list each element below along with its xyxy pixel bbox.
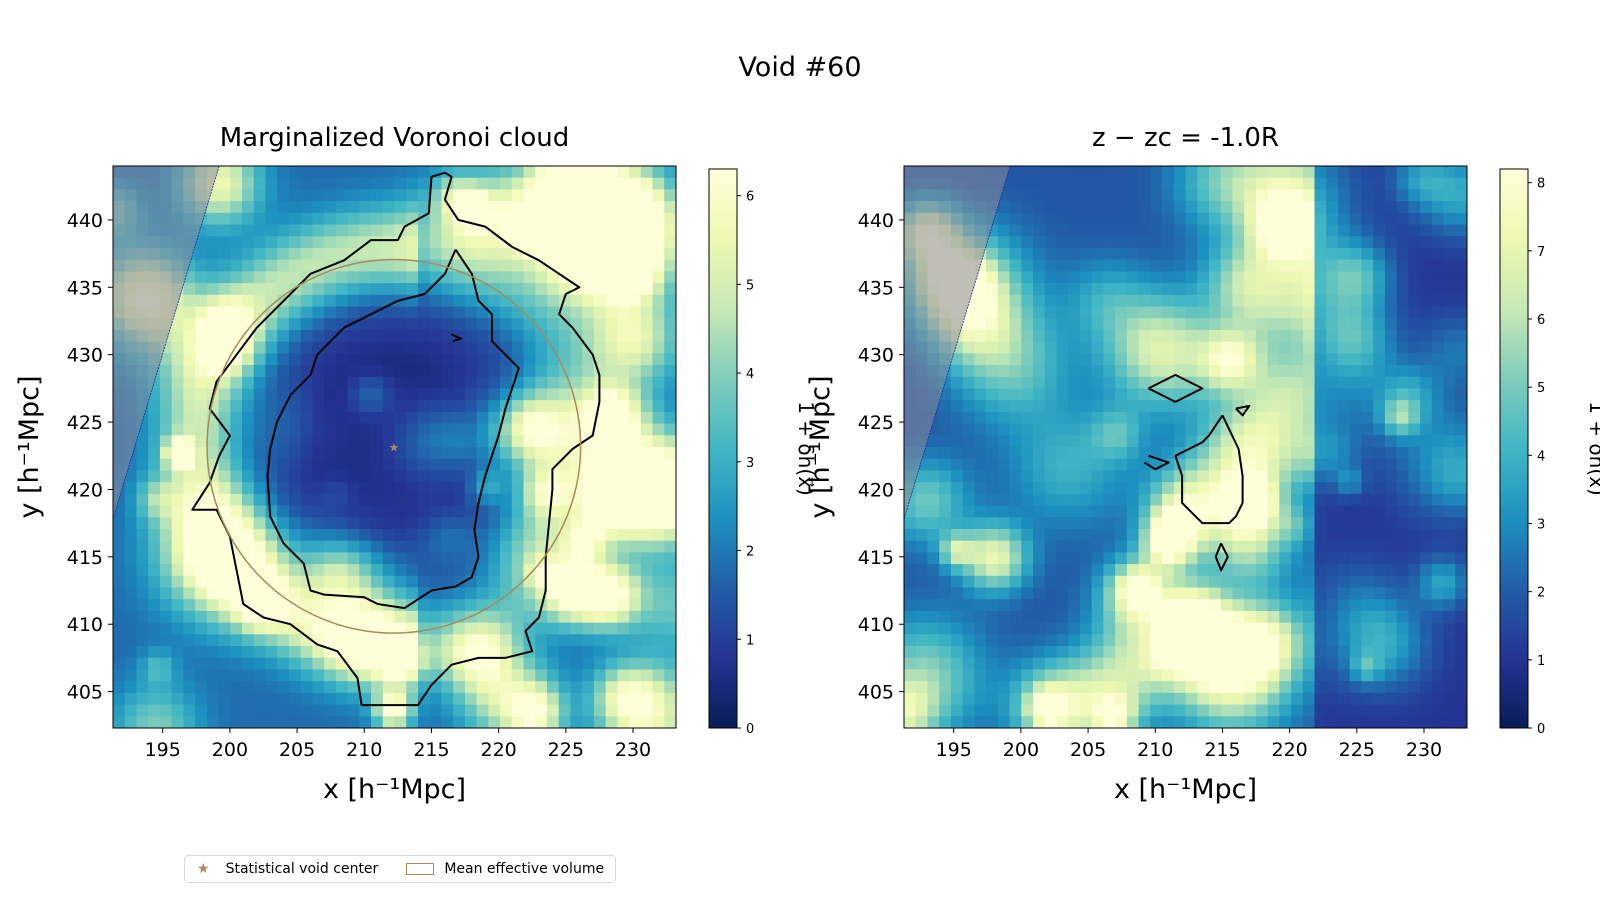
x-tick-label: 215 [413,739,449,761]
x-tick-label: 220 [1272,739,1308,761]
colorbar [1499,168,1529,729]
density-field [904,166,1467,728]
y-axis-label: y [h⁻¹Mpc] [805,375,836,518]
x-tick-label: 210 [346,739,382,761]
colorbar-tick-label: 5 [1537,381,1545,396]
density-field [113,166,676,728]
y-tick-label: 420 [858,479,894,501]
panel-title: Marginalized Voronoi cloud [220,123,570,153]
colorbar-label: 1 + δh(x⃗) [794,401,818,496]
y-tick-label: 405 [858,682,894,704]
y-tick-label: 425 [858,412,894,434]
y-tick-label: 415 [858,547,894,569]
x-tick-label: 230 [615,739,651,761]
y-tick-label: 410 [67,614,103,636]
colorbar-tick-label: 2 [1537,586,1545,601]
contours [1143,373,1251,572]
contour-outer [191,171,601,707]
colorbar-tick-label: 0 [1537,722,1545,737]
y-tick-label: 410 [858,614,894,636]
colorbar-tick-label: 6 [1537,313,1545,328]
colorbar-tick-label: 5 [746,278,754,293]
y-tick-label: 440 [858,210,894,232]
x-tick-label: 195 [145,739,181,761]
x-tick-label: 205 [279,739,315,761]
y-tick-label: 415 [67,547,103,569]
void-center-marker: ★ [388,440,399,454]
x-tick-label: 230 [1406,739,1442,761]
y-axis-label: y [h⁻¹Mpc] [14,375,45,518]
star-icon: ★ [197,861,210,877]
x-tick-label: 220 [481,739,517,761]
mask-edge [113,166,220,520]
legend: ★ Statistical void center Mean effective… [184,855,616,883]
colorbar-tick-label: 6 [746,190,754,205]
colorbar-tick-label: 3 [1537,517,1545,532]
colorbar-tick-label: 8 [1537,177,1545,192]
masked-region [904,166,1011,520]
axes-frame [112,165,677,729]
legend-item-center: ★ Statistical void center [197,861,378,877]
contour-blob-c [1174,414,1244,525]
contour-blob-d [1235,404,1251,417]
figure-suptitle: Void #60 [738,52,862,83]
colorbar-tick-label: 3 [746,456,754,471]
x-tick-label: 200 [1003,739,1039,761]
y-tick-label: 420 [67,479,103,501]
colorbar-label: 1 + δh(x⃗) [1585,401,1600,496]
colorbar-tick-label: 2 [746,545,754,560]
legend-item-volume: Mean effective volume [390,861,604,877]
legend-label-volume: Mean effective volume [444,861,605,877]
colorbar-tick-label: 0 [746,722,754,737]
x-tick-label: 210 [1137,739,1173,761]
rectangle-icon [406,863,435,875]
colorbar-tick-label: 1 [1537,654,1545,669]
x-axis-label: x [h⁻¹Mpc] [323,774,466,805]
panel-marginalized: ★195 200 205 210 215 220 225 230405410415420425… [14,123,818,805]
colorbar-tick-label: 7 [1537,245,1545,260]
y-tick-label: 440 [67,210,103,232]
colorbar-tick-label: 1 [746,633,754,648]
x-tick-label: 205 [1070,739,1106,761]
y-tick-label: 430 [858,345,894,367]
legend-label-center: Statistical void center [225,861,379,877]
mask-edge [904,166,1011,520]
colorbar-tick-label: 4 [1537,449,1545,464]
contour-inner [266,249,520,610]
contour-blob-e [1214,542,1229,572]
y-tick-label: 435 [67,277,103,299]
x-tick-label: 200 [212,739,248,761]
x-tick-label: 225 [1339,739,1375,761]
colorbar [708,168,738,729]
contours: ★ [191,171,601,707]
x-tick-label: 215 [1204,739,1240,761]
y-tick-label: 405 [67,682,103,704]
x-axis-label: x [h⁻¹Mpc] [1114,774,1257,805]
x-tick-label: 225 [548,739,584,761]
y-tick-label: 435 [858,277,894,299]
y-tick-label: 430 [67,345,103,367]
colorbar-tick-label: 4 [746,367,754,382]
contour-blob-a [1148,373,1204,403]
effective-volume-circle [206,258,582,634]
axes-frame [903,165,1468,729]
x-tick-label: 195 [936,739,972,761]
panel-slice: 195 200 205 210 215 220 225 2304054104154204254… [805,123,1600,805]
panel-title: z − zc = -1.0R [1092,123,1279,153]
contour-blob-b [1143,454,1170,471]
y-tick-label: 425 [67,412,103,434]
contour-speck [451,333,462,343]
